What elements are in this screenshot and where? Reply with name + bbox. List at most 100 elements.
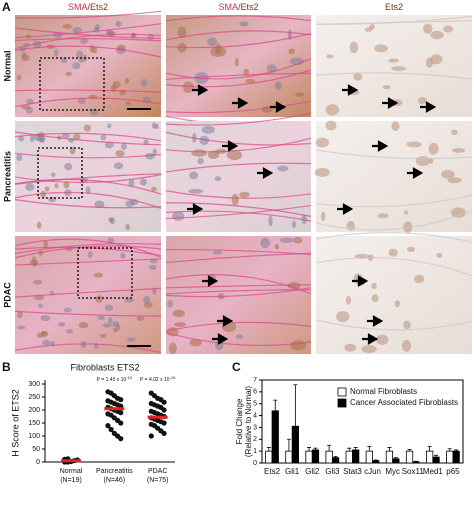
cell [40,315,51,322]
cell [125,200,135,208]
cell [189,338,202,347]
bar [305,450,313,464]
cell [382,85,391,90]
cell [34,294,44,301]
bar [345,450,353,464]
cell [401,339,412,352]
y-tick-label: 100 [28,433,40,440]
cell [245,78,256,84]
cell [78,57,84,63]
cell [430,30,444,40]
error-bar [427,446,432,452]
data-point [161,420,167,426]
cell [148,264,157,270]
error-bar [353,447,358,450]
cell [443,25,454,33]
cell [451,207,466,218]
cell [107,316,113,324]
cell [65,71,72,77]
cell [85,186,91,194]
y-tick-label: 7 [253,377,257,384]
bar [352,449,360,464]
cell [94,200,105,209]
cell [64,162,73,171]
p-value-exp: -15 [170,375,177,380]
x-tick-label: Med1 [423,467,444,476]
cell [36,332,44,338]
data-point [118,436,124,442]
fiber [165,190,312,199]
arrow [192,84,209,96]
cell [191,149,207,157]
error-bar [333,456,338,458]
panel-label: C [232,360,241,374]
arrow [212,333,229,345]
fiber [315,319,473,331]
error-bar [393,457,398,459]
cell [430,54,443,65]
bar [365,450,373,464]
cell [235,334,244,340]
fiber [14,178,162,195]
error-bar [407,448,412,452]
cell [43,240,48,249]
cell [41,339,51,346]
cell [143,295,151,304]
fiber [315,194,473,208]
fiber [165,69,312,88]
cell [38,303,43,308]
y-tick-label: 0 [253,460,257,467]
fiber [14,199,162,209]
arrow [232,97,249,109]
cell [139,178,147,186]
fiber [165,210,312,222]
cell [182,81,194,93]
cell [413,274,425,284]
cell [374,44,388,53]
cell [377,213,389,219]
cell [320,211,326,221]
p-value-base: P = 1.45 x 10 [97,377,127,383]
fiber [14,242,162,255]
x-tick-label: Pancreatitis [96,468,133,475]
fiber [165,252,312,264]
cell [371,294,379,303]
y-tick-label: 2 [253,436,257,443]
fiber [14,343,162,353]
error-bar [313,447,318,450]
column-header: Ets2 [385,2,403,12]
y-axis-label: H Score of ETS2 [10,389,20,457]
cell [172,309,186,318]
fiber [14,10,162,19]
cell [376,334,389,345]
fiber [315,149,473,160]
data-point [161,407,167,413]
plot-frame [261,379,464,464]
y-tick-label: 5 [253,401,257,408]
header-part: SMA [218,2,238,12]
cell [403,320,411,330]
cell [210,46,227,57]
inset-box [39,57,105,111]
cell [78,322,89,329]
category-count: (N=75) [147,477,169,484]
cell [197,157,204,165]
fiber [315,210,473,231]
cell [136,315,145,321]
cell [391,121,400,131]
cell [16,153,23,162]
y-tick-label: 300 [28,381,40,388]
error-bar [327,444,332,452]
cell [112,327,118,333]
cell [94,24,100,30]
bar [325,450,333,464]
fiber [165,100,312,114]
fiber [14,191,162,209]
cell [126,337,136,342]
arrow [342,84,359,96]
error-bar [293,384,298,427]
cell [451,129,458,135]
fiber [14,152,162,159]
p-value-base: P = 4.02 x 10 [140,377,170,383]
